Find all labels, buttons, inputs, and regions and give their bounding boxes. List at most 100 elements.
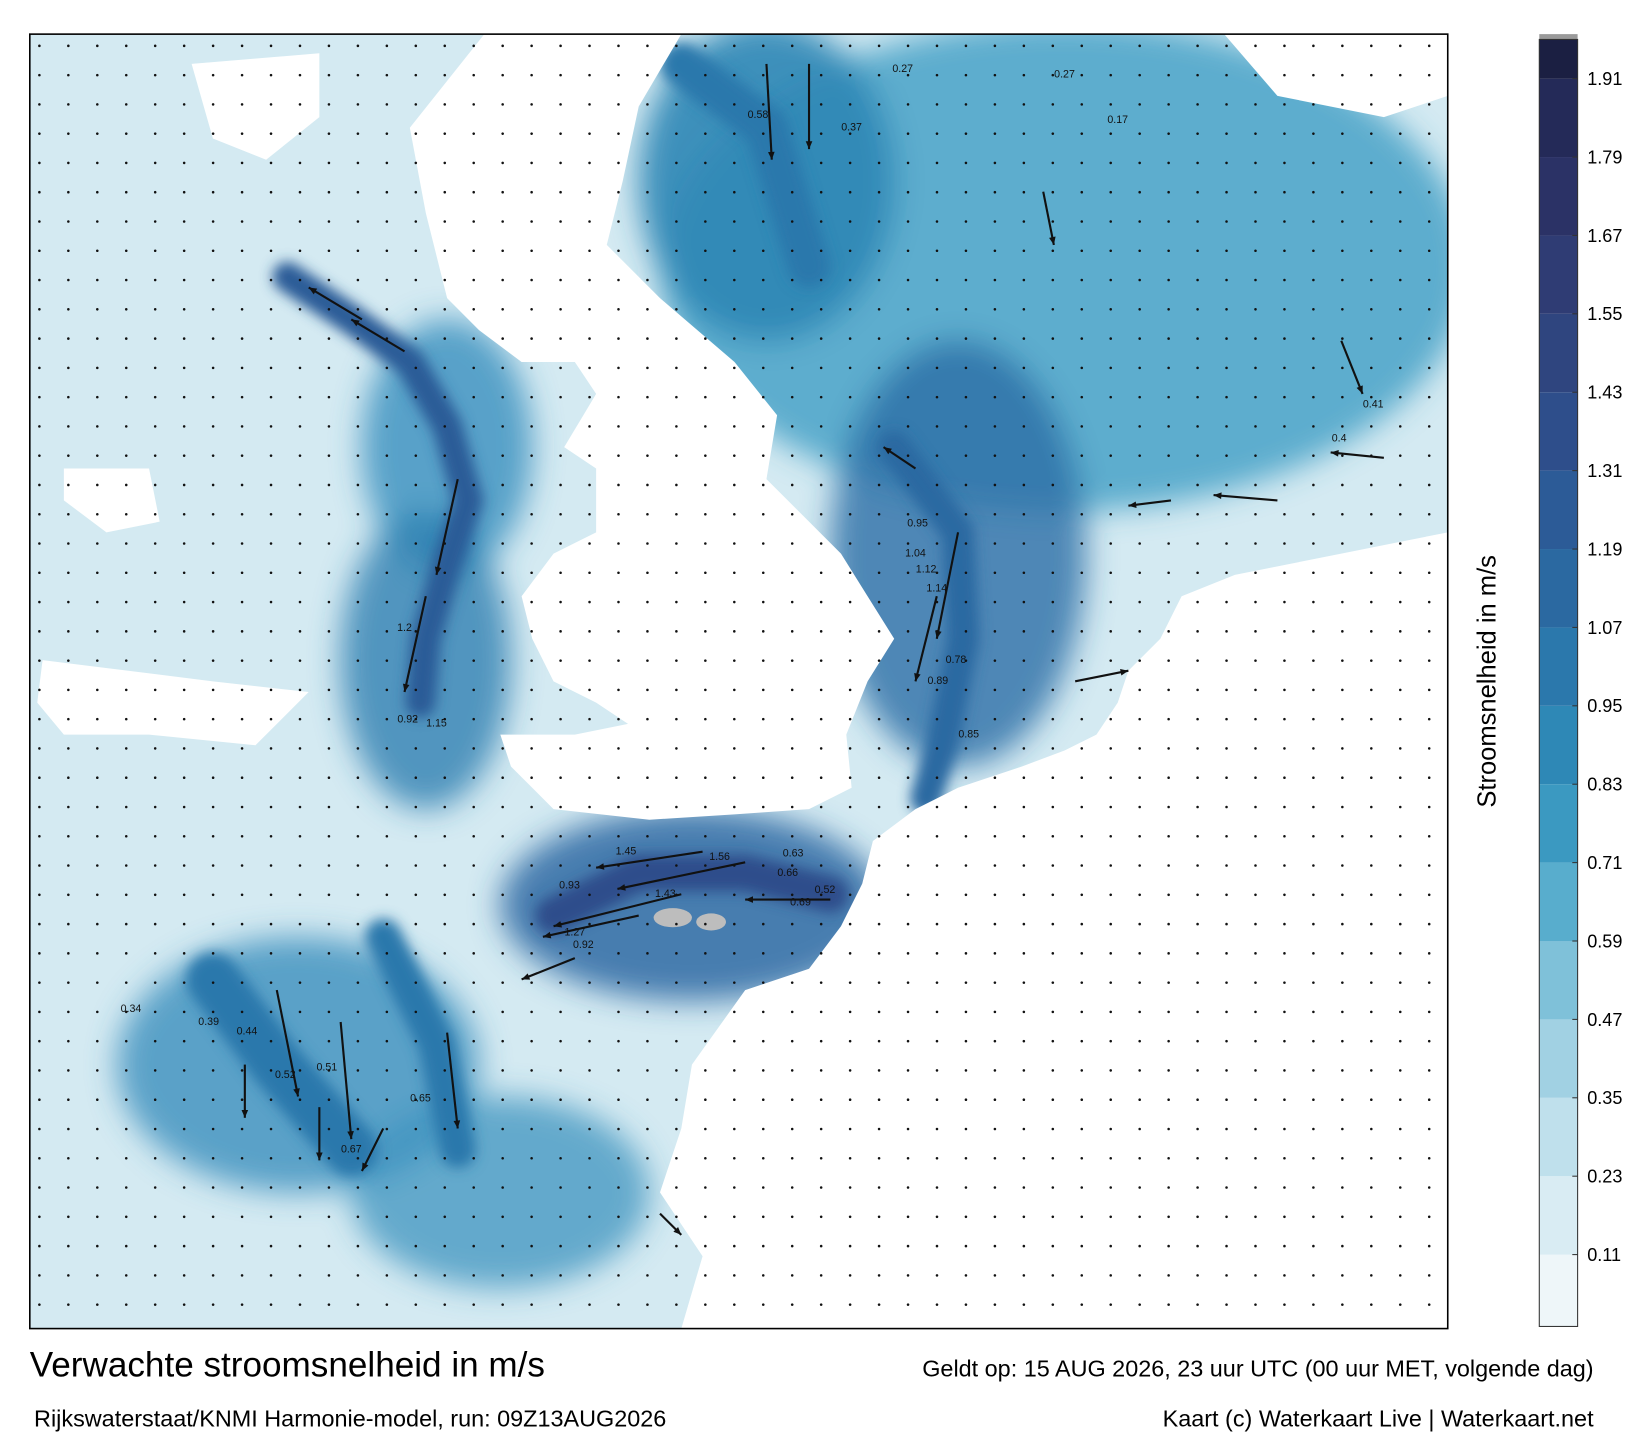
- grid-dot: [1312, 630, 1315, 633]
- grid-dot: [588, 395, 591, 399]
- grid-dot: [414, 44, 418, 48]
- grid-dot: [530, 1098, 533, 1101]
- grid-dot: [877, 571, 881, 575]
- grid-dot: [1254, 103, 1257, 106]
- grid-dot: [472, 630, 475, 633]
- grid-dot: [1109, 190, 1112, 194]
- grid-dot: [1167, 805, 1170, 809]
- grid-dot: [1225, 981, 1228, 984]
- grid-dot: [964, 893, 968, 897]
- grid-dot: [153, 73, 157, 77]
- grid-dot: [1341, 249, 1344, 253]
- grid-dot: [935, 542, 939, 545]
- grid-dot: [153, 981, 157, 984]
- grid-dot: [269, 922, 273, 926]
- grid-dot: [675, 337, 678, 340]
- grid-dot: [298, 1274, 302, 1277]
- grid-dot: [935, 1244, 939, 1248]
- grid-dot: [588, 1039, 591, 1043]
- grid-dot: [1398, 1244, 1402, 1248]
- grid-dot: [733, 1186, 736, 1189]
- grid-dot: [211, 571, 215, 575]
- grid-dot: [733, 366, 736, 370]
- channels: [186, 42, 980, 1177]
- grid-dot: [1398, 103, 1402, 106]
- grid-dot: [96, 952, 99, 955]
- grid-dot: [1196, 747, 1199, 750]
- grid-dot: [385, 805, 389, 809]
- grid-dot: [964, 805, 968, 809]
- grid-dot: [1398, 161, 1402, 165]
- grid-dot: [1312, 1274, 1315, 1277]
- grid-dot: [1109, 952, 1112, 955]
- grid-dot: [298, 483, 302, 487]
- grid-dot: [356, 542, 360, 545]
- grid-dot: [964, 571, 968, 575]
- grid-dot: [1109, 249, 1112, 253]
- colorbar-band: [1539, 1019, 1578, 1098]
- grid-dot: [269, 220, 273, 223]
- grid-dot: [1196, 688, 1199, 692]
- colorbar-tick-label: 1.79: [1587, 147, 1622, 167]
- grid-dot: [153, 630, 157, 633]
- grid-dot: [790, 249, 794, 253]
- grid-dot: [877, 44, 881, 48]
- grid-dot: [211, 952, 215, 955]
- grid-dot: [269, 571, 273, 575]
- grid-dot: [472, 542, 475, 545]
- grid-dot: [1051, 776, 1055, 779]
- grid-dot: [1283, 659, 1286, 662]
- grid-dot: [1051, 571, 1055, 575]
- grid-dot: [1022, 1303, 1026, 1306]
- grid-dot: [559, 542, 562, 545]
- grid-dot: [501, 132, 504, 135]
- grid-dot: [501, 190, 504, 194]
- grid-dot: [269, 1186, 273, 1189]
- grid-dot: [935, 1303, 939, 1306]
- arrow-head: [935, 630, 942, 639]
- grid-dot: [935, 366, 939, 370]
- grid-dot: [1341, 1098, 1344, 1101]
- grid-dot: [1138, 1186, 1141, 1189]
- grid-dot: [443, 1156, 447, 1160]
- grid-dot: [240, 1127, 244, 1131]
- grid-dot: [1312, 717, 1315, 721]
- colorbar-band: [1539, 941, 1578, 1020]
- grid-dot: [1312, 981, 1315, 984]
- grid-dot: [848, 747, 852, 750]
- grid-dot: [559, 834, 562, 838]
- grid-dot: [1254, 717, 1257, 721]
- grid-dot: [790, 103, 794, 106]
- grid-dot: [124, 512, 128, 516]
- grid-dot: [790, 542, 794, 545]
- grid-dot: [1254, 1039, 1257, 1043]
- grid-dot: [1398, 1039, 1402, 1043]
- grid-dot: [993, 161, 997, 165]
- grid-dot: [1312, 1244, 1315, 1248]
- grid-dot: [588, 542, 591, 545]
- grid-dot: [356, 834, 360, 838]
- grid-dot: [819, 864, 823, 867]
- grid-dot: [182, 1010, 186, 1014]
- grid-dot: [38, 922, 41, 926]
- grid-dot: [153, 717, 157, 721]
- grid-dot: [559, 249, 562, 253]
- grid-dot: [1167, 220, 1170, 223]
- grid-dot: [906, 1010, 910, 1014]
- grid-dot: [761, 366, 765, 370]
- grid-dot: [646, 717, 649, 721]
- grid-dot: [675, 1156, 678, 1160]
- speed-label: 1.56: [709, 851, 730, 863]
- grid-dot: [906, 190, 910, 194]
- grid-dot: [1167, 571, 1170, 575]
- grid-dot: [848, 630, 852, 633]
- grid-dot: [1427, 776, 1431, 779]
- grid-dot: [935, 132, 939, 135]
- grid-dot: [1051, 1215, 1055, 1219]
- grid-dot: [1022, 308, 1026, 311]
- arrow-head: [745, 896, 754, 903]
- grid-dot: [211, 717, 215, 721]
- grid-dot: [617, 454, 620, 457]
- grid-dot: [1080, 454, 1084, 457]
- grid-dot: [269, 688, 273, 692]
